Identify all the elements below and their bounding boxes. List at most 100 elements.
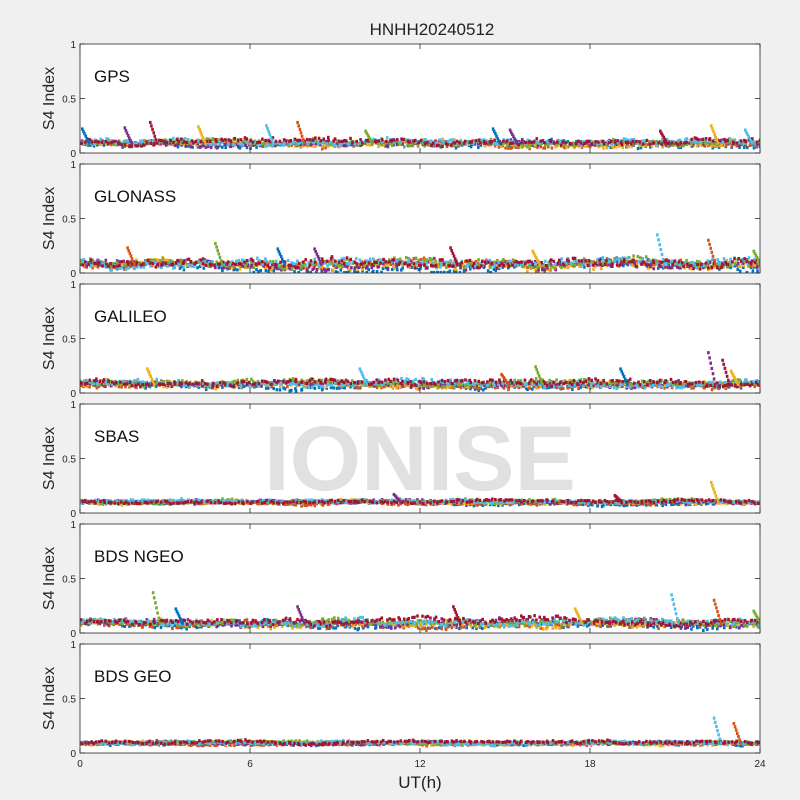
data-point [177, 262, 180, 266]
data-point [753, 260, 757, 264]
data-point [422, 377, 425, 381]
data-point [240, 380, 244, 384]
data-point [653, 382, 656, 386]
data-point [135, 141, 139, 145]
data-point [585, 385, 588, 389]
data-point [230, 141, 233, 145]
data-point [626, 140, 630, 144]
data-point [400, 259, 403, 263]
data-point [614, 381, 618, 385]
spike-point [747, 135, 750, 139]
data-point [610, 263, 613, 267]
data-point [270, 263, 274, 267]
data-point [696, 380, 699, 384]
data-point [552, 385, 556, 389]
data-point [329, 380, 333, 384]
data-point [616, 139, 619, 143]
data-point [343, 264, 347, 268]
data-point [298, 141, 302, 145]
data-point [597, 145, 601, 149]
data-point [478, 263, 481, 267]
data-point [92, 144, 96, 148]
data-point [496, 385, 500, 390]
data-point [398, 260, 401, 264]
data-point [738, 139, 741, 143]
data-point [739, 139, 743, 143]
data-point [218, 138, 221, 142]
data-point [556, 142, 559, 146]
data-point [572, 381, 576, 386]
data-point [577, 262, 580, 266]
data-point [334, 380, 337, 384]
data-point [226, 267, 229, 271]
spike-point [746, 132, 749, 137]
data-point [559, 380, 562, 385]
data-point [735, 141, 739, 145]
data-point [373, 139, 377, 143]
data-point [127, 262, 130, 266]
data-point [128, 383, 131, 387]
data-point [560, 382, 564, 386]
data-point [113, 382, 116, 386]
data-point [460, 261, 463, 265]
data-point [596, 142, 600, 146]
data-point [563, 146, 567, 150]
data-point [293, 137, 297, 141]
data-point [324, 146, 327, 150]
spike-point [150, 124, 153, 128]
data-point [610, 144, 614, 148]
data-point [576, 142, 580, 146]
data-point [439, 145, 443, 149]
data-point [553, 266, 556, 270]
data-point [403, 145, 406, 149]
data-point [519, 379, 523, 383]
data-point [142, 265, 146, 269]
data-point [484, 260, 487, 264]
data-point [271, 144, 274, 148]
data-point [310, 263, 313, 267]
data-point [590, 382, 593, 386]
data-point [626, 145, 629, 149]
data-point [542, 380, 545, 384]
data-point [645, 381, 649, 385]
data-point [283, 142, 287, 146]
data-point [267, 143, 271, 148]
data-point [509, 378, 513, 382]
data-point [391, 386, 395, 390]
spike-point [707, 238, 710, 242]
data-point [605, 259, 608, 263]
data-point [392, 377, 396, 381]
data-point [288, 382, 291, 386]
data-point [211, 386, 214, 390]
data-point [318, 264, 321, 269]
data-point [263, 141, 266, 145]
data-point [473, 387, 477, 391]
data-point [747, 256, 751, 260]
data-point [239, 383, 243, 387]
data-point [298, 138, 302, 142]
data-point [400, 137, 403, 141]
data-point [151, 258, 154, 262]
spike-point [366, 133, 370, 137]
spike-point [497, 139, 501, 143]
data-point [438, 261, 442, 265]
spike-point [149, 120, 152, 125]
data-point [349, 136, 352, 140]
data-point [182, 383, 185, 388]
spike-point [155, 141, 159, 145]
data-point [116, 264, 119, 268]
data-point [698, 267, 702, 271]
data-point [652, 141, 656, 145]
data-point [203, 260, 207, 264]
data-point [206, 382, 209, 386]
data-point [489, 142, 493, 146]
data-point [655, 262, 659, 266]
data-point [716, 262, 719, 266]
data-point [523, 383, 527, 387]
spike-point [84, 134, 87, 138]
data-point [738, 145, 741, 149]
data-point [533, 382, 537, 387]
data-point [489, 270, 493, 273]
data-point [620, 262, 624, 266]
data-point [528, 259, 532, 263]
